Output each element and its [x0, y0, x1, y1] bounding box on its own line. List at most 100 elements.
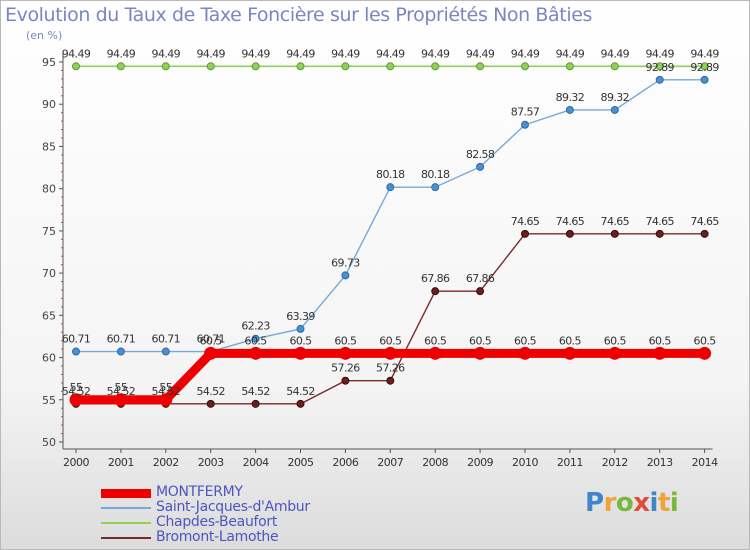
data-point-bromont-lamothe — [341, 376, 350, 385]
data-point-saint-jacques-d-ambur — [386, 183, 395, 192]
data-label-montfermy: 55 — [159, 381, 172, 394]
data-point-bromont-lamothe — [521, 229, 529, 238]
data-point-chapdes-beaufort — [386, 62, 395, 71]
data-point-chapdes-beaufort — [72, 62, 80, 71]
data-label-montfermy: 55 — [114, 381, 127, 394]
data-point-montfermy — [204, 346, 218, 360]
data-point-saint-jacques-d-ambur — [116, 347, 125, 356]
x-tick-label: 2005 — [288, 456, 314, 469]
x-tick-label: 2010 — [512, 456, 538, 469]
data-point-montfermy — [383, 346, 397, 360]
y-tick-label: 80 — [42, 183, 56, 196]
data-label-chapdes-beaufort: 94.49 — [152, 47, 181, 60]
data-point-montfermy — [69, 393, 83, 407]
data-label-chapdes-beaufort: 94.49 — [556, 47, 585, 60]
data-label-bromont-lamothe: 57.26 — [376, 362, 405, 375]
data-label-montfermy: 60.5 — [200, 334, 223, 347]
legend-label: MONTFERMY — [156, 484, 243, 500]
data-point-saint-jacques-d-ambur — [565, 105, 574, 114]
chart-title: Evolution du Taux de Taxe Foncière sur l… — [5, 4, 593, 26]
data-point-montfermy — [698, 346, 712, 360]
x-tick-label: 2003 — [198, 456, 224, 469]
x-tick-label: 2008 — [422, 456, 448, 469]
data-label-bromont-lamothe: 54.52 — [286, 385, 315, 398]
data-point-bromont-lamothe — [386, 376, 395, 385]
data-label-saint-jacques-d-ambur: 80.18 — [421, 168, 450, 181]
y-tick-label: 60 — [42, 352, 56, 365]
data-point-montfermy — [473, 346, 487, 360]
data-label-bromont-lamothe: 67.86 — [421, 272, 450, 285]
data-label-saint-jacques-d-ambur: 62.23 — [241, 320, 270, 333]
data-point-montfermy — [114, 393, 128, 407]
legend-swatch — [101, 537, 151, 539]
data-point-saint-jacques-d-ambur — [341, 271, 350, 280]
data-point-bromont-lamothe — [476, 287, 485, 296]
data-label-montfermy: 60.5 — [559, 334, 582, 347]
data-label-chapdes-beaufort: 94.49 — [62, 47, 91, 60]
data-point-chapdes-beaufort — [610, 62, 619, 71]
data-point-chapdes-beaufort — [655, 62, 664, 71]
data-label-bromont-lamothe: 54.52 — [107, 385, 136, 398]
data-label-bromont-lamothe: 67.86 — [466, 272, 495, 285]
brand-letter: i — [669, 488, 679, 518]
data-point-bromont-lamothe — [610, 229, 619, 238]
data-point-bromont-lamothe — [206, 399, 215, 408]
data-point-montfermy — [563, 346, 577, 360]
data-point-chapdes-beaufort — [296, 62, 305, 71]
data-label-bromont-lamothe: 54.52 — [241, 385, 270, 398]
y-tick-label: 95 — [42, 56, 56, 69]
data-label-bromont-lamothe: 74.65 — [601, 215, 630, 228]
legend-label: Chapdes-Beaufort — [156, 514, 278, 530]
data-label-bromont-lamothe: 74.65 — [511, 215, 540, 228]
data-point-saint-jacques-d-ambur — [161, 347, 170, 356]
y-tick-label: 70 — [42, 267, 56, 280]
data-label-bromont-lamothe: 74.65 — [556, 215, 585, 228]
data-point-chapdes-beaufort — [565, 62, 574, 71]
brand-letter: P — [585, 488, 604, 518]
brand-letter: t — [657, 488, 670, 518]
data-label-montfermy: 60.5 — [245, 334, 268, 347]
x-tick-label: 2011 — [557, 456, 583, 469]
data-point-chapdes-beaufort — [206, 62, 215, 71]
data-label-chapdes-beaufort: 94.49 — [241, 47, 270, 60]
x-tick-label: 2000 — [63, 456, 89, 469]
data-label-chapdes-beaufort: 94.49 — [107, 47, 136, 60]
data-label-saint-jacques-d-ambur: 87.57 — [511, 106, 540, 119]
data-label-saint-jacques-d-ambur: 80.18 — [376, 168, 405, 181]
legend-swatch — [101, 488, 151, 498]
data-label-saint-jacques-d-ambur: 60.71 — [107, 333, 136, 346]
data-point-saint-jacques-d-ambur — [431, 183, 440, 192]
data-point-montfermy — [608, 346, 622, 360]
data-point-bromont-lamothe — [655, 229, 664, 238]
data-label-bromont-lamothe: 57.26 — [331, 362, 360, 375]
data-point-chapdes-beaufort — [116, 62, 125, 71]
data-point-chapdes-beaufort — [341, 62, 350, 71]
data-label-saint-jacques-d-ambur: 92.89 — [645, 61, 674, 74]
data-label-bromont-lamothe: 74.65 — [690, 215, 719, 228]
data-label-chapdes-beaufort: 94.49 — [196, 47, 225, 60]
data-point-chapdes-beaufort — [700, 62, 709, 71]
data-point-montfermy — [294, 346, 307, 360]
data-label-montfermy: 55 — [70, 381, 83, 394]
data-label-chapdes-beaufort: 94.49 — [421, 47, 450, 60]
y-unit-label: (en %) — [26, 29, 63, 42]
chart-plot: 50 55 60 65 70 75 80 85 90 95 2000 2001 2002 2003 2004… — [42, 47, 720, 469]
data-label-montfermy: 60.5 — [604, 334, 627, 347]
data-label-bromont-lamothe: 54.52 — [152, 385, 181, 398]
data-point-saint-jacques-d-ambur — [296, 324, 305, 333]
x-tick-label: 2006 — [332, 456, 358, 469]
x-tick-label: 2002 — [153, 456, 179, 469]
data-label-montfermy: 60.5 — [514, 334, 537, 347]
data-point-bromont-lamothe — [431, 287, 440, 296]
x-tick-label: 2001 — [108, 456, 134, 469]
data-label-bromont-lamothe: 54.52 — [62, 385, 91, 398]
data-point-chapdes-beaufort — [161, 62, 170, 71]
data-label-saint-jacques-d-ambur: 60.71 — [62, 333, 91, 346]
data-label-chapdes-beaufort: 94.49 — [376, 47, 405, 60]
data-point-saint-jacques-d-ambur — [610, 105, 619, 114]
y-tick-label: 55 — [42, 394, 56, 407]
brand-letter: r — [603, 488, 617, 518]
data-label-saint-jacques-d-ambur: 92.89 — [690, 61, 719, 74]
data-label-chapdes-beaufort: 94.49 — [511, 47, 540, 60]
